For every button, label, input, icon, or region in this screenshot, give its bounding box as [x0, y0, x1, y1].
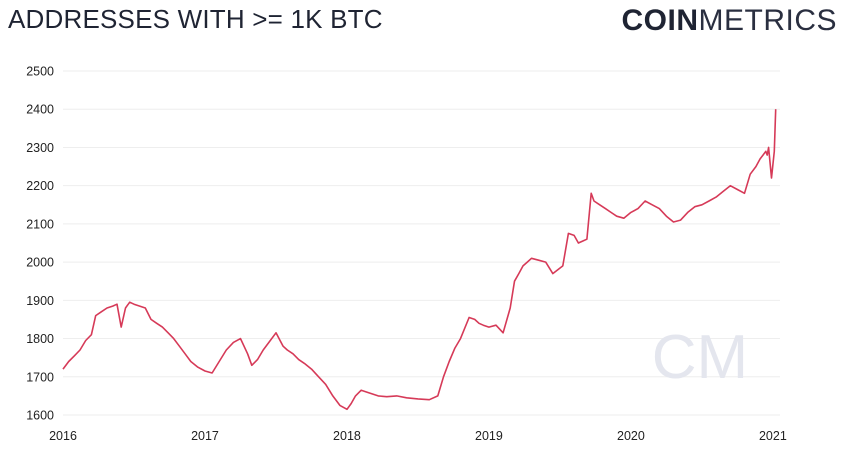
- x-tick-label: 2021: [759, 429, 787, 443]
- y-tick-label: 2100: [26, 217, 54, 231]
- x-tick-label: 2017: [191, 429, 219, 443]
- coinmetrics-logo: COINMETRICS: [622, 4, 838, 38]
- y-tick-label: 1600: [26, 409, 54, 423]
- x-tick-label: 2019: [475, 429, 503, 443]
- y-tick-label: 2500: [26, 65, 54, 79]
- x-axis-ticks: 2016 2017 2018 2019 2020 2021: [49, 429, 787, 443]
- y-tick-label: 2200: [26, 179, 54, 193]
- logo-light-text: METRICS: [698, 4, 837, 37]
- gridlines: [63, 70, 780, 416]
- y-tick-label: 1700: [26, 370, 54, 384]
- chart-title: ADDRESSES WITH >= 1K BTC: [8, 4, 383, 34]
- y-tick-label: 2000: [26, 256, 54, 270]
- x-tick-label: 2018: [333, 429, 361, 443]
- x-tick-label: 2016: [49, 429, 77, 443]
- x-tick-label: 2020: [617, 429, 645, 443]
- cm-watermark: CM: [652, 323, 748, 392]
- series-group: [62, 109, 777, 411]
- series-line: [62, 109, 777, 411]
- watermark-text: CM: [652, 323, 748, 392]
- logo-bold-text: COIN: [621, 4, 699, 37]
- y-tick-label: 2400: [26, 103, 54, 117]
- y-tick-label: 1800: [26, 332, 54, 346]
- y-tick-label: 2300: [26, 141, 54, 155]
- y-tick-label: 1900: [26, 294, 54, 308]
- y-axis-ticks: 1600 1700 1800 1900 2000 2100 2200 2300 2400 2500: [26, 65, 54, 423]
